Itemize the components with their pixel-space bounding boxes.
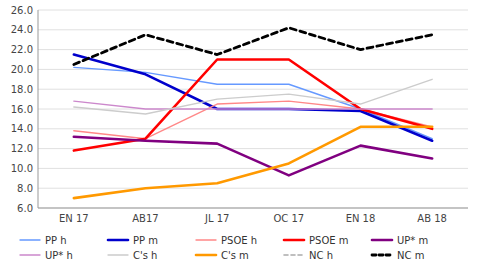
series-line — [74, 28, 432, 65]
grid-line — [38, 29, 468, 30]
legend: PP h PP m PSOE h PSOE m UP* m UP* h C's h C's m… — [20, 235, 428, 261]
grid-line — [38, 168, 468, 169]
legend-label: UP* m — [397, 235, 428, 246]
legend-swatch — [284, 254, 304, 256]
legend-swatch — [196, 254, 216, 257]
series-line — [74, 127, 432, 198]
y-tick-label: 24.0 — [11, 24, 33, 35]
series-line — [74, 101, 432, 109]
legend-label: UP* h — [45, 250, 73, 261]
legend-swatch — [372, 254, 392, 257]
legend-label: NC h — [309, 250, 333, 261]
legend-swatch — [108, 239, 128, 242]
legend-swatch — [20, 254, 40, 255]
legend-swatch — [196, 239, 216, 240]
series-line — [74, 60, 432, 151]
legend-swatch — [20, 239, 40, 240]
legend-label: PSOE h — [221, 235, 257, 246]
series-line — [74, 28, 432, 65]
y-tick-label: 16.0 — [11, 104, 33, 115]
grid-line — [38, 49, 468, 50]
grid-line — [38, 208, 468, 209]
x-tick-label: JL 17 — [204, 213, 229, 224]
grid-line — [38, 188, 468, 189]
y-tick-label: 18.0 — [11, 84, 33, 95]
y-tick-label: 22.0 — [11, 44, 33, 55]
y-tick-label: 10.0 — [11, 163, 33, 174]
y-tick-label: 14.0 — [11, 123, 33, 134]
x-axis — [38, 208, 468, 209]
grid-line — [38, 10, 468, 11]
series-line — [74, 79, 432, 114]
series-line — [74, 137, 432, 176]
x-tick-label: AB17 — [132, 213, 158, 224]
legend-label: PP m — [133, 235, 158, 246]
chart: 6.0 8.0 10.0 12.0 14.0 16.0 18.0 20.0 22.0 24.0 26… — [0, 0, 480, 270]
legend-label: C's h — [133, 250, 157, 261]
legend-swatch — [108, 254, 128, 255]
y-tick-label: 6.0 — [17, 203, 33, 214]
x-tick-label: EN 18 — [346, 213, 376, 224]
y-axis — [38, 10, 39, 208]
grid-line — [38, 148, 468, 149]
y-tick-label: 26.0 — [11, 5, 33, 16]
y-tick-label: 8.0 — [17, 183, 33, 194]
legend-label: PSOE m — [309, 235, 349, 246]
legend-label: PP h — [45, 235, 67, 246]
y-tick-label: 20.0 — [11, 64, 33, 75]
legend-swatch — [372, 239, 392, 242]
x-tick-label: AB 18 — [417, 213, 447, 224]
legend-label: NC m — [397, 250, 424, 261]
grid — [38, 10, 468, 208]
x-tick-label: OC 17 — [273, 213, 304, 224]
legend-swatch — [284, 239, 304, 242]
legend-label: C's m — [221, 250, 249, 261]
series-line — [74, 101, 432, 139]
x-tick-label: EN 17 — [59, 213, 89, 224]
y-tick-label: 12.0 — [11, 143, 33, 154]
lines — [74, 28, 432, 198]
